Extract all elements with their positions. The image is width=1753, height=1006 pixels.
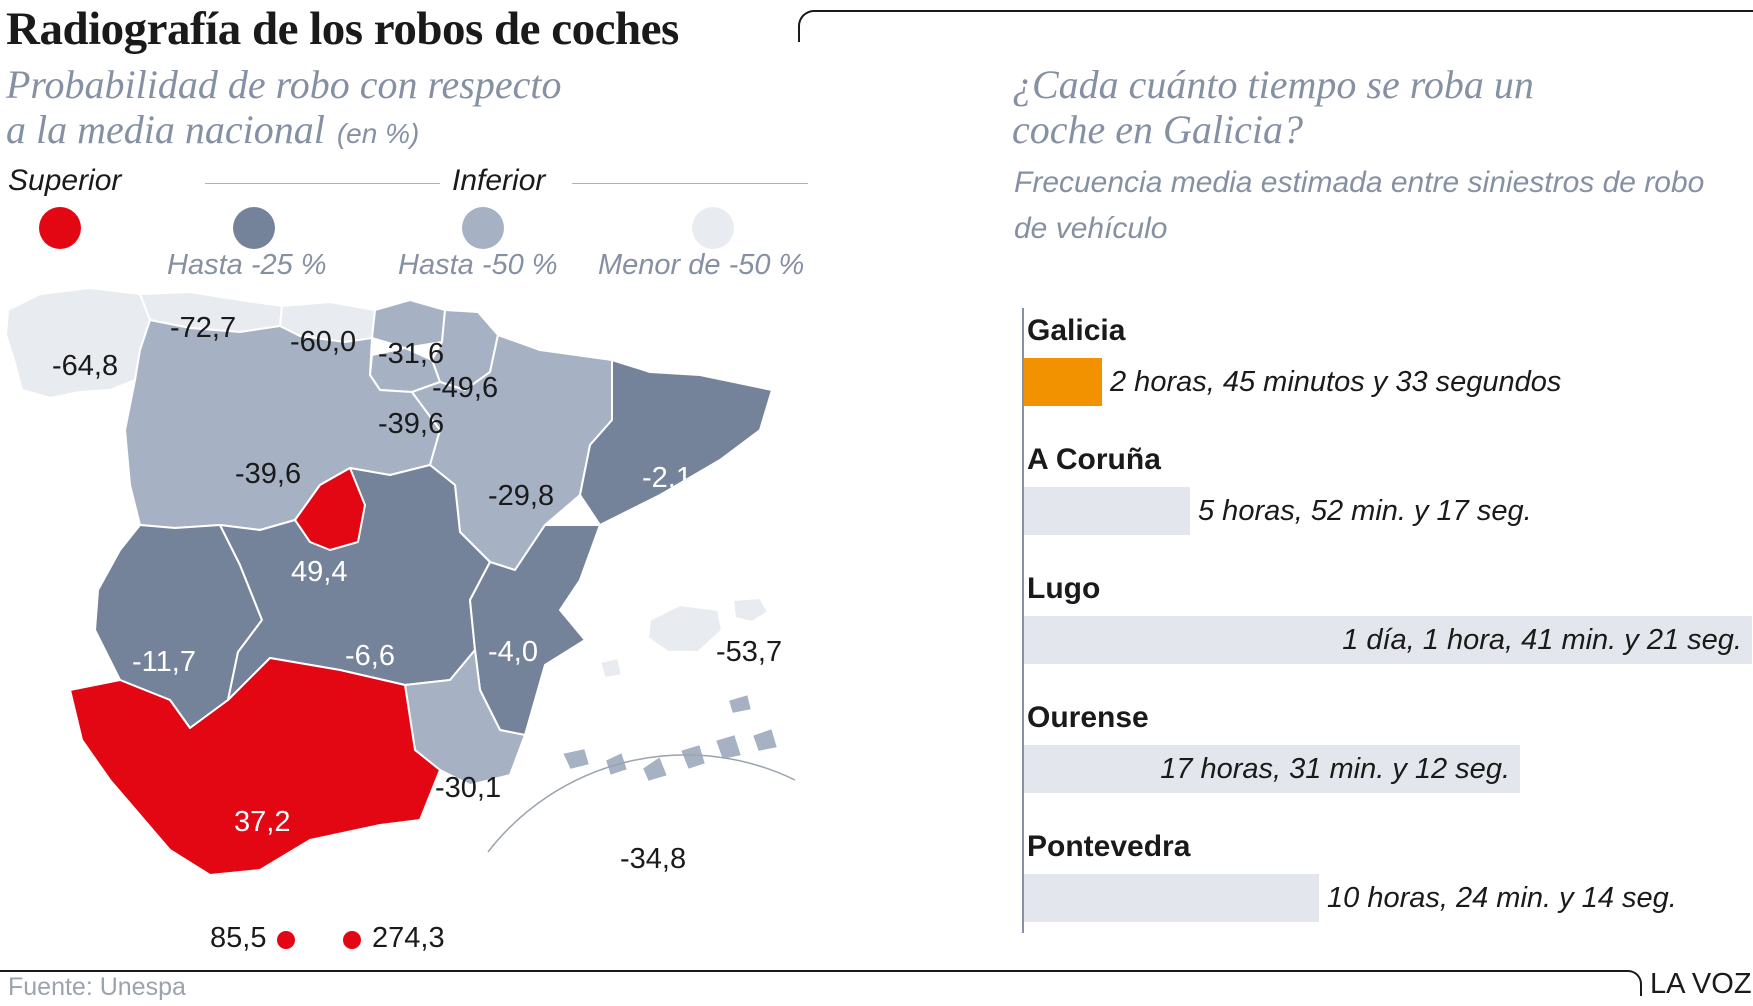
chart-title-line1: ¿Cada cuánto tiempo se roba un xyxy=(1012,62,1534,107)
region-galicia xyxy=(5,287,151,399)
canarias-inset-arc xyxy=(487,754,796,853)
map-label-castilla-y-leon: -39,6 xyxy=(235,458,302,490)
spain-map xyxy=(5,287,796,949)
legend-label-hasta-50: Hasta -50 % xyxy=(398,249,558,281)
map-label-extremadura: -11,7 xyxy=(132,646,196,678)
map-subtitle-line1: Probabilidad de robo con respecto xyxy=(6,62,562,107)
page-title: Radiografía de los robos de coches xyxy=(6,3,679,55)
bar xyxy=(1024,745,1520,793)
legend-superior: Superior xyxy=(8,164,122,197)
map-label-castilla-la-mancha: -6,6 xyxy=(345,640,395,672)
map-unit: (en %) xyxy=(336,118,420,149)
region-andalucia xyxy=(69,657,441,876)
source-note: Fuente: Unespa xyxy=(8,973,186,1001)
bar-category-label: Ourense xyxy=(1027,701,1149,734)
bar xyxy=(1024,487,1190,535)
bar-value-label: 10 horas, 24 min. y 14 seg. xyxy=(1327,882,1677,914)
legend-swatch-menor-50 xyxy=(692,207,734,249)
bar-value-label: 5 horas, 52 min. y 17 seg. xyxy=(1198,495,1532,527)
map-label-canarias: -34,8 xyxy=(620,843,687,875)
map-label-c-valenciana: -4,0 xyxy=(488,636,538,668)
bar xyxy=(1024,358,1102,406)
legend-inferior: Inferior xyxy=(452,164,546,197)
bar-value-label: 2 horas, 45 minutos y 33 segundos xyxy=(1110,366,1562,398)
map-label-navarra: -49,6 xyxy=(432,372,499,404)
map-subtitle-line2-text: a la media nacional xyxy=(6,107,325,152)
bar-value-label: 17 horas, 31 min. y 12 seg. xyxy=(1160,753,1510,785)
legend-swatch-hasta-25 xyxy=(233,207,275,249)
map-label-galicia: -64,8 xyxy=(52,350,119,382)
map-label-andalucia: 37,2 xyxy=(234,806,291,838)
map-label-melilla: 274,3 xyxy=(372,922,445,954)
legend-rule-left xyxy=(205,183,440,184)
region-ceuta xyxy=(277,931,295,949)
bar xyxy=(1024,874,1319,922)
bar xyxy=(1024,616,1752,664)
chart-subtitle: Frecuencia media estimada entre siniestr… xyxy=(1014,160,1704,252)
map-label-murcia: -30,1 xyxy=(435,772,502,804)
bar-axis xyxy=(1022,308,1024,933)
region-melilla xyxy=(343,931,361,949)
map-label-ceuta: 85,5 xyxy=(210,922,267,954)
legend-swatch-superior xyxy=(39,207,81,249)
chart-title-line2: coche en Galicia? xyxy=(1012,107,1303,152)
region-c-valenciana xyxy=(469,524,601,736)
region-baleares xyxy=(599,597,769,679)
legend-label-menor-50: Menor de -50 % xyxy=(598,249,805,281)
chart-subtitle-line1: Frecuencia media estimada entre siniestr… xyxy=(1014,166,1705,199)
bar-category-label: A Coruña xyxy=(1027,443,1161,476)
title-rule xyxy=(798,10,1753,42)
map-subtitle: Probabilidad de robo con respecto a la m… xyxy=(6,62,561,156)
region-cataluna xyxy=(579,359,773,526)
chart-subtitle-line2: de vehículo xyxy=(1014,212,1168,245)
map-label-pais-vasco: -31,6 xyxy=(378,338,445,370)
map-label-cataluna: -2,1 xyxy=(642,462,692,494)
bar-value-label: 1 día, 1 hora, 41 min. y 21 seg. xyxy=(1342,624,1742,656)
map-label-baleares: -53,7 xyxy=(716,636,783,668)
legend-label-hasta-25: Hasta -25 % xyxy=(167,249,327,281)
bar-category-label: Pontevedra xyxy=(1027,830,1191,863)
bar-category-label: Lugo xyxy=(1027,572,1101,605)
bar-category-label: Galicia xyxy=(1027,314,1126,347)
chart-title: ¿Cada cuánto tiempo se roba un coche en … xyxy=(1012,62,1534,152)
region-madrid xyxy=(294,467,366,551)
region-canarias xyxy=(561,693,779,783)
map-label-aragon: -29,8 xyxy=(488,480,555,512)
map-subtitle-line2: a la media nacional (en %) xyxy=(6,107,561,156)
map-label-cantabria: -60,0 xyxy=(290,326,357,358)
legend-rule-right xyxy=(572,183,808,184)
footer-rule xyxy=(0,970,1642,996)
brand-logo: LA VOZ xyxy=(1650,968,1752,1000)
legend-swatch-hasta-50 xyxy=(462,207,504,249)
map-label-asturias: -72,7 xyxy=(170,312,237,344)
map-label-madrid: 49,4 xyxy=(291,556,348,588)
map-label-la-rioja: -39,6 xyxy=(378,408,445,440)
